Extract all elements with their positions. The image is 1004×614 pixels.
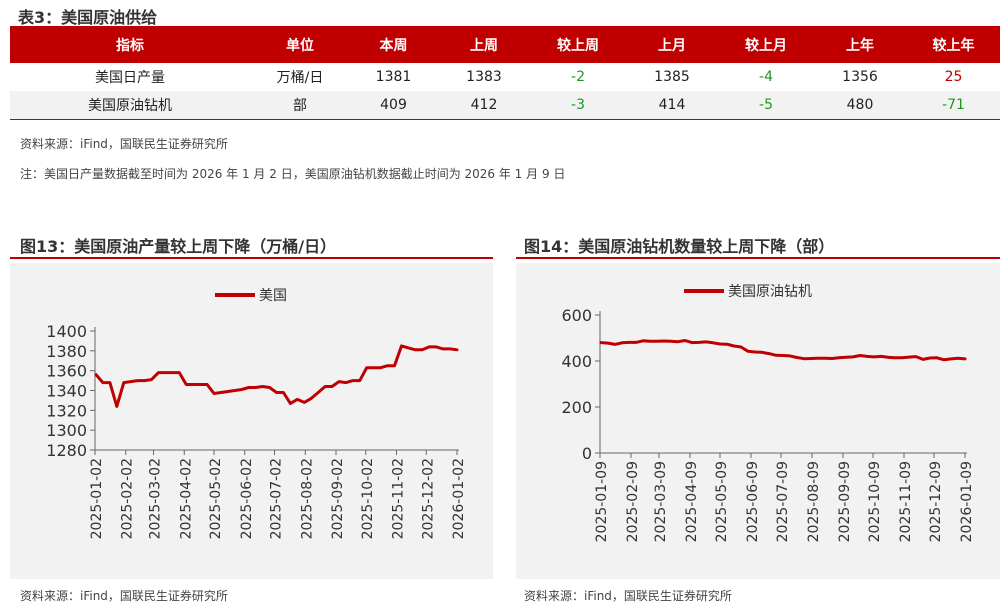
- y-tick-label: 1320: [46, 401, 87, 420]
- legend-label: 美国: [259, 288, 287, 304]
- x-tick-label: 2025-01-02: [89, 458, 105, 539]
- y-tick-label: 400: [561, 352, 592, 371]
- series-line: [94, 344, 459, 408]
- fig14-source: 资料来源：iFind，国联民生证券研究所: [524, 589, 732, 603]
- fig14-chart: 美国原油钻机 0 200 400 600 2025-01-09 2025-02-09 2025…: [561, 284, 975, 542]
- x-tick-label: 2025-05-09: [714, 461, 730, 542]
- header-unit: 单位: [250, 26, 350, 63]
- y-tick-label: 600: [561, 306, 592, 325]
- x-tick-label: 2025-06-02: [239, 458, 255, 539]
- fig13-source: 资料来源：iFind，国联民生证券研究所: [20, 589, 228, 603]
- x-tick-label: 2025-04-02: [178, 458, 194, 539]
- x-tick-label: 2025-03-02: [148, 458, 164, 539]
- y-tick-label: 1380: [46, 342, 87, 361]
- table-note: 注：美国日产量数据截至时间为 2026 年 1 月 2 日，美国原油钻机数据截止…: [20, 167, 566, 181]
- y-tick-label: 1280: [46, 441, 87, 460]
- cell-this-week: 409: [350, 91, 437, 120]
- table-source: 资料来源：iFind，国联民生证券研究所: [20, 137, 228, 151]
- x-tick-label: 2025-03-09: [653, 461, 669, 542]
- cell-last-week: 1383: [437, 63, 531, 91]
- cell-last-week: 412: [437, 91, 531, 120]
- fig14-title: 图14：美国原油钻机数量较上周下降（部）: [524, 237, 835, 256]
- cell-name: 美国日产量: [10, 63, 250, 91]
- table-row: 美国原油钻机 部 409 412 -3 414 -5 480 -71: [10, 91, 1000, 120]
- y-tick-label: 1360: [46, 362, 87, 381]
- x-tick-label: 2025-02-02: [120, 458, 136, 539]
- header-last-week: 上周: [437, 26, 531, 63]
- y-tick-label: 1400: [46, 322, 87, 341]
- x-tick-label: 2025-07-09: [775, 461, 791, 542]
- x-tick-label: 2025-08-02: [299, 458, 315, 539]
- fig13-title: 图13：美国原油产量较上周下降（万桶/日）: [20, 237, 337, 256]
- y-tick-label: 1300: [46, 421, 87, 440]
- header-yoy: 较上年: [907, 26, 1000, 63]
- x-tick-label: 2025-01-09: [594, 461, 610, 542]
- fig14-title-rule: [516, 257, 1000, 259]
- y-tick-label: 1340: [46, 382, 87, 401]
- y-tick-label: 0: [582, 444, 592, 463]
- header-wow: 较上周: [531, 26, 625, 63]
- table-header-row: 指标 单位 本周 上周 较上周 上月 较上月 上年 较上年: [10, 26, 1000, 63]
- cell-last-year: 1356: [813, 63, 907, 91]
- fig13-title-rule: [10, 257, 493, 259]
- cell-name: 美国原油钻机: [10, 91, 250, 120]
- x-tick-label: 2025-02-09: [625, 461, 641, 542]
- x-tick-label: 2025-05-02: [208, 458, 224, 539]
- x-tick-label: 2025-04-09: [684, 461, 700, 542]
- crude-supply-table: 指标 单位 本周 上周 较上周 上月 较上月 上年 较上年 美国日产量 万桶/日…: [10, 26, 1000, 120]
- header-last-year: 上年: [813, 26, 907, 63]
- cell-wow: -2: [531, 63, 625, 91]
- x-tick-label: 2025-06-09: [745, 461, 761, 542]
- x-tick-label: 2025-10-09: [867, 461, 883, 542]
- x-tick-label: 2026-01-09: [959, 461, 975, 542]
- cell-unit: 万桶/日: [250, 63, 350, 91]
- cell-mom: -4: [719, 63, 813, 91]
- header-indicator: 指标: [10, 26, 250, 63]
- cell-last-month: 1385: [625, 63, 719, 91]
- x-tick-label: 2026-01-02: [451, 458, 467, 539]
- x-tick-label: 2025-12-09: [928, 461, 944, 542]
- cell-this-week: 1381: [350, 63, 437, 91]
- cell-last-year: 480: [813, 91, 907, 120]
- cell-yoy: 25: [907, 63, 1000, 91]
- table-row: 美国日产量 万桶/日 1381 1383 -2 1385 -4 1356 25: [10, 63, 1000, 91]
- cell-unit: 部: [250, 91, 350, 120]
- x-tick-label: 2025-12-02: [420, 458, 436, 539]
- x-tick-label: 2025-10-02: [360, 458, 376, 539]
- fig14-panel: 美国原油钻机 0 200 400 600 2025-01-09 2025-02-09 2025…: [516, 263, 1000, 579]
- cell-mom: -5: [719, 91, 813, 120]
- y-tick-label: 200: [561, 398, 592, 417]
- cell-yoy: -71: [907, 91, 1000, 120]
- cell-last-month: 414: [625, 91, 719, 120]
- table-title: 表3：美国原油供给: [18, 8, 158, 27]
- x-tick-label: 2025-11-02: [391, 458, 407, 539]
- series-line: [599, 339, 967, 362]
- header-last-month: 上月: [625, 26, 719, 63]
- x-tick-label: 2025-08-09: [806, 461, 822, 542]
- fig13-panel: 美国 1280 1300 1320 1340 1360 1380 1400 2025-01-02…: [10, 263, 493, 579]
- x-tick-label: 2025-09-09: [837, 461, 853, 542]
- header-this-week: 本周: [350, 26, 437, 63]
- x-tick-label: 2025-07-02: [269, 458, 285, 539]
- cell-wow: -3: [531, 91, 625, 120]
- header-mom: 较上月: [719, 26, 813, 63]
- x-tick-label: 2025-09-02: [330, 458, 346, 539]
- x-tick-label: 2025-11-09: [898, 461, 914, 542]
- legend-label: 美国原油钻机: [728, 284, 812, 300]
